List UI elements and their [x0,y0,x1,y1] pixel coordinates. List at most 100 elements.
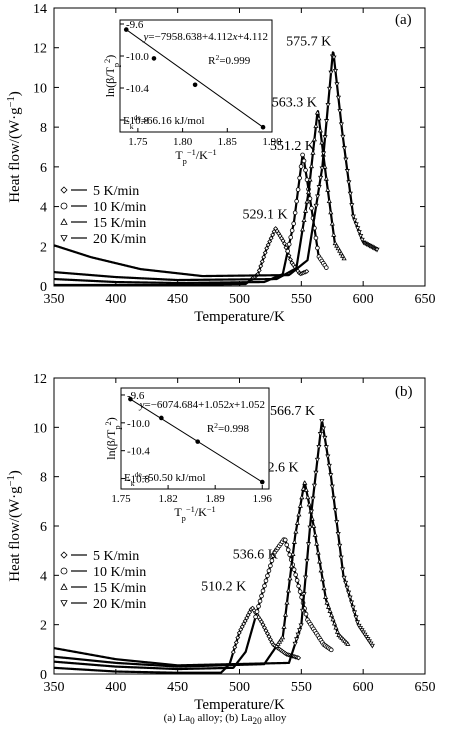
data-point-marker [300,152,305,158]
data-point-marker [337,109,343,114]
y-tick-label: 8 [40,471,47,486]
x-tick-label: 500 [229,292,250,307]
inset-data-point [260,124,266,130]
data-point-marker [264,245,270,251]
data-point-marker [305,542,312,547]
data-point-marker [304,198,310,204]
data-point-marker [316,444,322,450]
inset-x-axis-title: Tp−1/K−1 [175,148,216,166]
y-tick-label: 6 [40,520,47,535]
data-point-marker [290,551,296,556]
legend-label: 10 K/min [93,565,146,580]
data-point-marker [333,624,339,630]
data-point-marker [253,614,258,620]
data-point-marker [324,600,330,605]
peak-label: 510.2 K [201,579,246,594]
data-point-marker [295,187,301,192]
data-point-marker [328,647,334,653]
data-point-marker [256,604,261,609]
inset-x-tick-label: 1.96 [253,493,273,505]
data-point-marker [296,655,302,661]
data-point-marker [326,463,332,469]
data-point-marker [306,501,312,507]
data-point-marker [359,628,365,633]
data-point-marker [344,585,350,591]
inset-x-tick-label: 1.90 [262,136,282,148]
data-point-marker [294,520,300,525]
inset-equation: y=−6074.684+1.052x+1.052 [139,399,265,411]
data-point-marker [285,547,291,553]
y-axis-title: Heat flow/(W·g−1) [6,91,24,203]
data-point-marker [353,615,359,620]
data-point-marker [323,119,330,124]
data-point-marker [352,218,358,224]
y-tick-label: 6 [40,161,47,176]
data-point-marker [338,555,344,561]
data-point-marker [230,649,236,655]
data-point-marker [314,109,320,115]
data-point-marker [301,592,307,597]
data-point-marker [347,595,353,601]
data-point-marker [244,615,250,621]
data-point-marker [245,612,251,618]
data-point-marker [308,163,315,169]
data-point-marker [264,631,270,637]
inset-activation-energy: Ekde=50.50 kJ/mol [124,470,206,488]
x-tick-label: 400 [105,292,126,307]
data-point-marker [313,235,319,241]
inset-y-axis-title-group: ln(β/Tp2) [104,417,122,460]
data-point-marker [293,572,298,578]
y-tick-label: 2 [40,240,47,255]
data-point-marker [340,134,346,140]
inset-x-tick-label: 1.82 [158,493,177,505]
data-point-marker [320,426,326,432]
legend-item: 5 K/min [60,549,139,564]
data-point-marker [350,214,356,220]
data-point-marker [335,95,342,101]
data-point-marker [281,624,287,629]
data-point-marker [310,150,316,155]
inset-r-squared: R2=0.998 [207,421,250,436]
x-tick-label: 450 [167,292,188,307]
data-point-marker [334,242,340,248]
data-point-marker [265,242,271,248]
inset-r-squared: R2=0.999 [208,53,251,68]
x-tick-label: 650 [415,680,436,695]
y-tick-label: 12 [33,372,47,387]
peak-label: 575.7 K [286,35,331,50]
data-point-marker [331,496,337,502]
legend-marker [60,235,68,242]
data-point-marker [297,589,303,594]
inset-x-tick-label: 1.80 [173,136,193,148]
data-point-marker [293,528,299,534]
data-point-marker [304,558,310,564]
data-point-marker [318,175,324,181]
x-tick-label: 350 [44,680,65,695]
x-tick-label: 550 [291,680,312,695]
y-axis-title: Heat flow/(W·g−1) [6,470,24,582]
legend-label: 5 K/min [93,184,139,199]
data-point-marker [317,558,323,564]
data-point-marker [326,86,333,92]
data-point-marker [348,600,355,606]
data-point-marker [289,228,295,233]
legend-item: 15 K/min [60,581,146,596]
y-tick-label: 4 [40,201,47,216]
data-point-marker [347,191,353,197]
caption-text: (a) La [163,712,191,724]
data-point-marker [291,567,297,572]
inset-frame [120,387,270,490]
data-point-marker [279,634,286,640]
peak-label: 563.3 K [272,95,317,110]
data-point-marker [282,537,288,543]
data-point-marker [274,643,280,648]
data-point-marker [284,599,290,605]
y-tick-label: 4 [40,569,47,584]
data-point-marker [331,232,337,237]
data-point-marker [294,578,300,583]
data-point-marker [262,583,267,589]
inset-activation-energy: Ekde=66.16 kJ/mol [123,113,205,131]
y-tick-label: 8 [40,121,47,136]
data-point-marker [312,532,318,537]
